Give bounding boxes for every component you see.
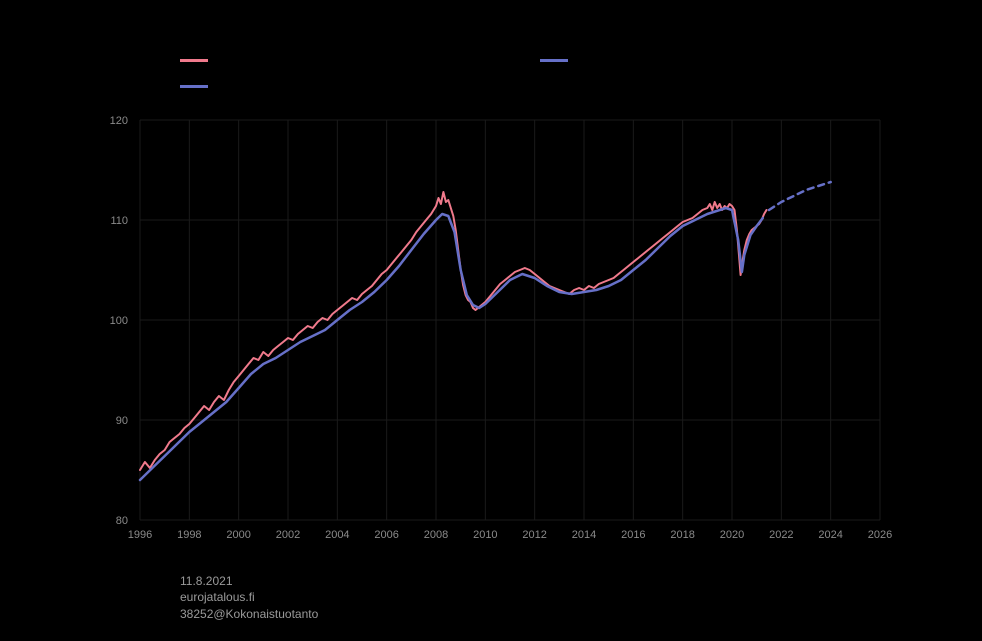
svg-text:2016: 2016 <box>621 529 645 541</box>
svg-text:2012: 2012 <box>522 529 546 541</box>
footer-date: 11.8.2021 <box>180 573 318 590</box>
svg-text:2018: 2018 <box>670 529 694 541</box>
svg-text:2002: 2002 <box>276 529 300 541</box>
svg-text:90: 90 <box>116 415 128 427</box>
svg-text:2008: 2008 <box>424 529 448 541</box>
chart-container: 80 90 100 110 120 1996 1998 2000 2002 2004 2006 200… <box>0 0 982 641</box>
svg-text:2000: 2000 <box>226 529 250 541</box>
svg-text:2026: 2026 <box>868 529 892 541</box>
svg-text:80: 80 <box>116 515 128 527</box>
svg-text:2020: 2020 <box>720 529 744 541</box>
svg-text:120: 120 <box>110 115 128 127</box>
svg-text:100: 100 <box>110 315 128 327</box>
svg-text:1996: 1996 <box>128 529 152 541</box>
footer-ref: 38252@Kokonaistuotanto <box>180 606 318 623</box>
svg-text:1998: 1998 <box>177 529 201 541</box>
footer-site: eurojatalous.fi <box>180 589 318 606</box>
svg-text:2014: 2014 <box>572 529 596 541</box>
line-chart: 80 90 100 110 120 1996 1998 2000 2002 2004 2006 200… <box>0 0 982 641</box>
svg-text:2010: 2010 <box>473 529 497 541</box>
svg-text:2024: 2024 <box>818 529 842 541</box>
svg-text:2022: 2022 <box>769 529 793 541</box>
footer: 11.8.2021 eurojatalous.fi 38252@Kokonais… <box>180 573 318 623</box>
svg-text:2006: 2006 <box>374 529 398 541</box>
svg-text:2004: 2004 <box>325 529 349 541</box>
svg-text:110: 110 <box>110 215 128 227</box>
